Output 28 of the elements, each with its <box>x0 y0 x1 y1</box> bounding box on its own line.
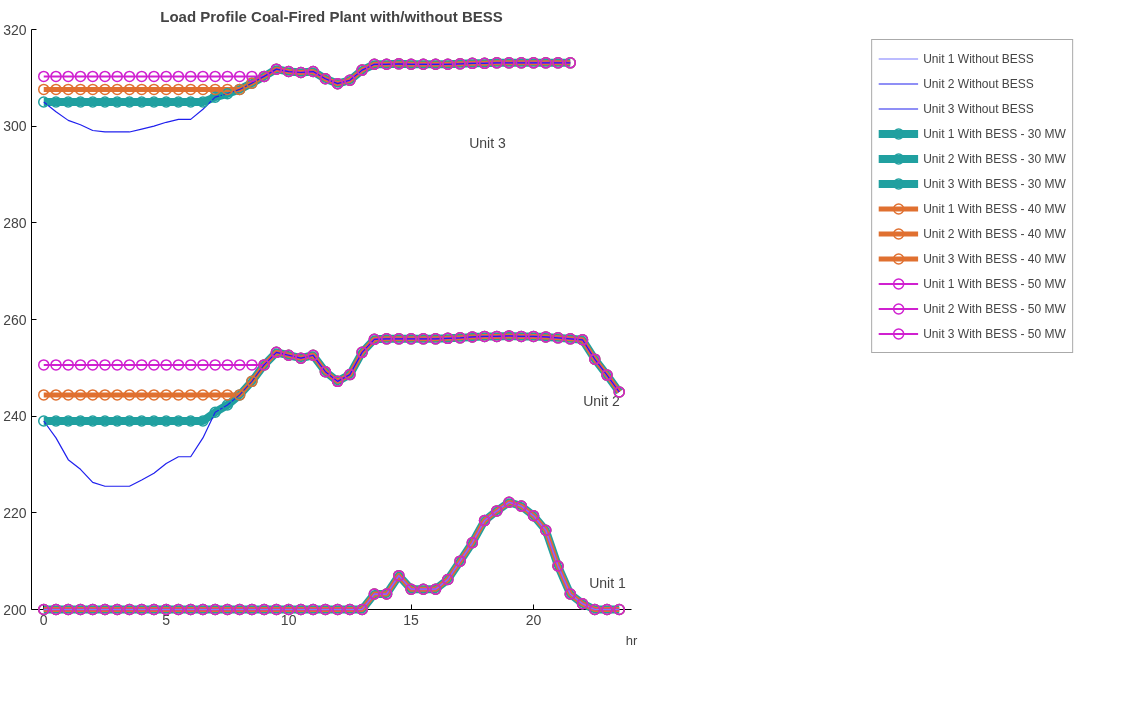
x-tick-label: 20 <box>525 611 542 628</box>
y-tick-label: 320 <box>3 21 27 38</box>
x-tick-label: 5 <box>162 611 171 628</box>
legend-label: Unit 3 Without BESS <box>923 100 1034 118</box>
y-tick-label: 260 <box>3 311 27 328</box>
x-axis-title: hr <box>625 632 638 648</box>
legend-label: Unit 3 With BESS - 50 MW <box>923 325 1066 343</box>
x-tick-label: 10 <box>280 611 297 628</box>
x-tick-label: 0 <box>39 611 48 628</box>
legend-label: Unit 1 With BESS - 50 MW <box>923 275 1066 293</box>
legend-label: Unit 2 With BESS - 50 MW <box>923 300 1066 318</box>
x-tick-label: 15 <box>403 611 420 628</box>
legend-label: Unit 2 With BESS - 40 MW <box>923 225 1066 243</box>
y-tick-label: 300 <box>3 118 27 135</box>
legend-label: Unit 3 With BESS - 30 MW <box>923 175 1066 193</box>
legend-label: Unit 2 With BESS - 30 MW <box>923 150 1066 168</box>
y-tick-label: 200 <box>3 601 27 618</box>
legend-label: Unit 2 Without BESS <box>923 75 1034 93</box>
y-tick-label: 220 <box>3 504 27 521</box>
legend-label: Unit 1 With BESS - 30 MW <box>923 125 1066 143</box>
legend-label: Unit 3 With BESS - 40 MW <box>923 250 1066 268</box>
annotation: Unit 1 <box>589 575 626 592</box>
chart-title: Load Profile Coal-Fired Plant with/without BESS <box>160 7 503 25</box>
legend-label: Unit 1 Without BESS <box>923 50 1034 68</box>
y-tick-label: 240 <box>3 408 27 425</box>
annotation: Unit 3 <box>469 134 506 151</box>
legend-label: Unit 1 With BESS - 40 MW <box>923 200 1066 218</box>
y-tick-label: 280 <box>3 214 27 231</box>
